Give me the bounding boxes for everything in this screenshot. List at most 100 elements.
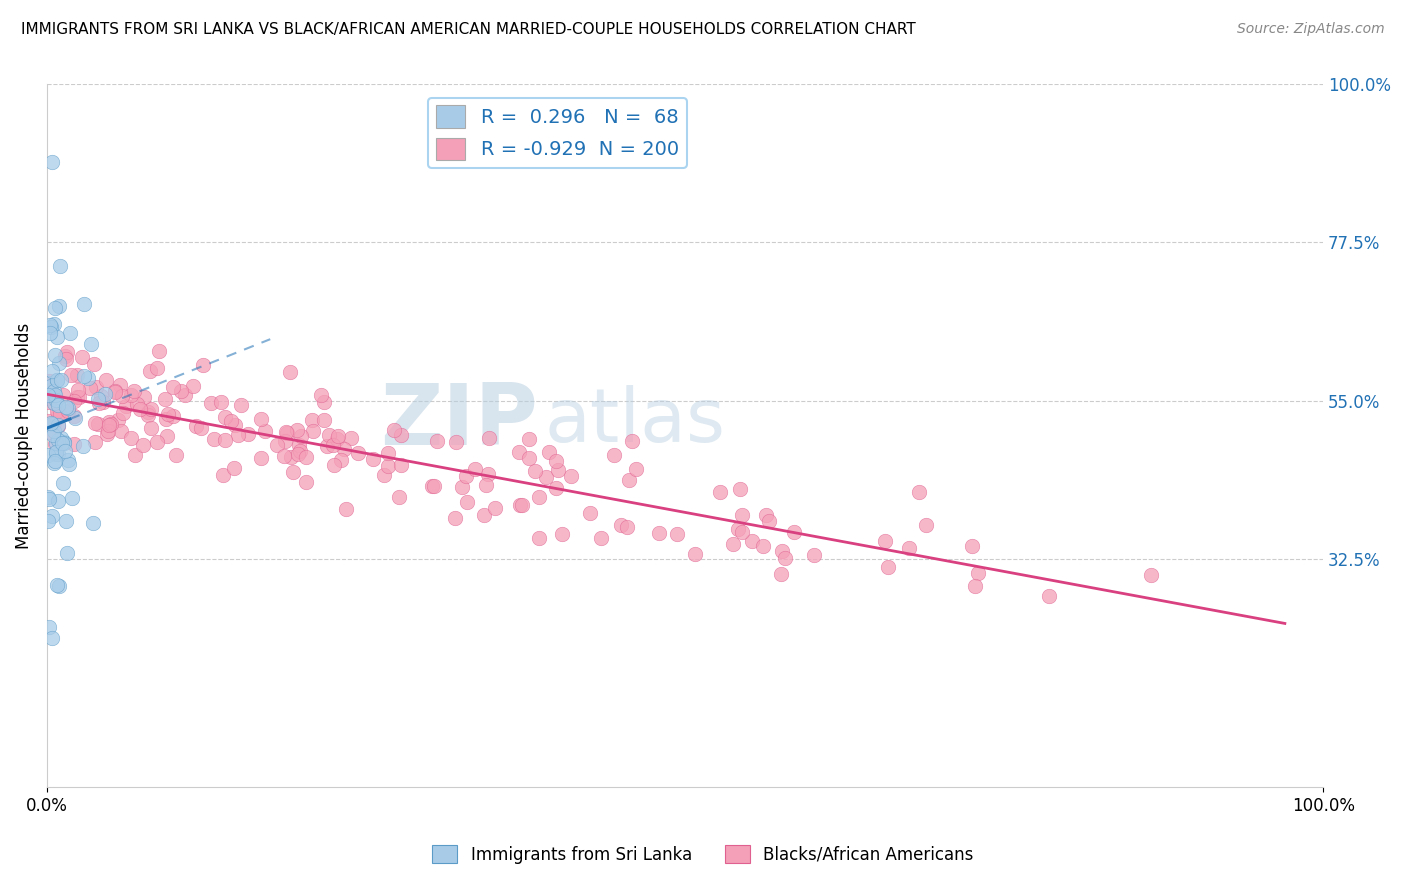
Point — [484, 500, 506, 515]
Point — [683, 547, 706, 561]
Point — [141, 421, 163, 435]
Point — [59, 368, 82, 383]
Point — [377, 458, 399, 473]
Point — [534, 469, 557, 483]
Point — [723, 537, 745, 551]
Point — [156, 429, 179, 443]
Point — [524, 465, 547, 479]
Point — [41, 363, 63, 377]
Point — [38, 374, 60, 388]
Point — [454, 469, 477, 483]
Point — [302, 424, 325, 438]
Text: ZIP: ZIP — [381, 380, 538, 463]
Point — [527, 531, 550, 545]
Point — [579, 506, 602, 520]
Point — [111, 406, 134, 420]
Point — [45, 393, 67, 408]
Point — [55, 400, 77, 414]
Point — [41, 508, 63, 523]
Point — [67, 390, 90, 404]
Point — [510, 498, 533, 512]
Point — [146, 361, 169, 376]
Point — [173, 387, 195, 401]
Point — [37, 620, 59, 634]
Point — [94, 387, 117, 401]
Point — [139, 402, 162, 417]
Point — [517, 450, 540, 465]
Point — [202, 432, 225, 446]
Point — [312, 394, 335, 409]
Point — [165, 448, 187, 462]
Point — [616, 520, 638, 534]
Point — [37, 514, 59, 528]
Point — [309, 387, 332, 401]
Point — [45, 578, 67, 592]
Point — [209, 395, 232, 409]
Point — [741, 534, 763, 549]
Point — [55, 514, 77, 528]
Point — [45, 445, 67, 459]
Text: Source: ZipAtlas.com: Source: ZipAtlas.com — [1237, 22, 1385, 37]
Point — [226, 428, 249, 442]
Point — [41, 386, 63, 401]
Point — [80, 337, 103, 351]
Point — [329, 453, 352, 467]
Point — [731, 508, 754, 522]
Point — [37, 376, 59, 391]
Point — [236, 427, 259, 442]
Point — [83, 435, 105, 450]
Point — [214, 410, 236, 425]
Point — [110, 424, 132, 438]
Point — [59, 326, 82, 340]
Point — [624, 462, 647, 476]
Point — [97, 424, 120, 438]
Point — [962, 540, 984, 554]
Point — [103, 384, 125, 399]
Point — [37, 392, 59, 406]
Point — [107, 413, 129, 427]
Point — [46, 493, 69, 508]
Point — [124, 448, 146, 462]
Point — [45, 373, 67, 387]
Point — [373, 467, 395, 482]
Point — [41, 154, 63, 169]
Point — [184, 418, 207, 433]
Point — [280, 450, 302, 464]
Point — [156, 407, 179, 421]
Point — [66, 383, 89, 397]
Point — [111, 388, 134, 402]
Point — [44, 416, 66, 430]
Point — [42, 396, 65, 410]
Point — [283, 465, 305, 479]
Point — [709, 485, 731, 500]
Point — [38, 391, 60, 405]
Point — [127, 397, 149, 411]
Point — [49, 407, 72, 421]
Point — [52, 435, 75, 450]
Point — [148, 344, 170, 359]
Legend: R =  0.296   N =  68, R = -0.929  N = 200: R = 0.296 N = 68, R = -0.929 N = 200 — [429, 98, 686, 168]
Point — [46, 418, 69, 433]
Point — [53, 435, 76, 450]
Point — [444, 434, 467, 449]
Point — [155, 411, 177, 425]
Point — [97, 417, 120, 432]
Point — [77, 371, 100, 385]
Point — [122, 384, 145, 399]
Point — [384, 423, 406, 437]
Point — [274, 434, 297, 448]
Text: atlas: atlas — [544, 385, 725, 458]
Y-axis label: Married-couple Households: Married-couple Households — [15, 323, 32, 549]
Point — [363, 452, 385, 467]
Point — [45, 329, 67, 343]
Point — [53, 349, 76, 363]
Point — [377, 446, 399, 460]
Point — [91, 395, 114, 409]
Point — [37, 490, 59, 504]
Point — [38, 395, 60, 409]
Point — [39, 425, 62, 439]
Point — [162, 409, 184, 424]
Point — [426, 434, 449, 448]
Point — [79, 382, 101, 396]
Point — [48, 578, 70, 592]
